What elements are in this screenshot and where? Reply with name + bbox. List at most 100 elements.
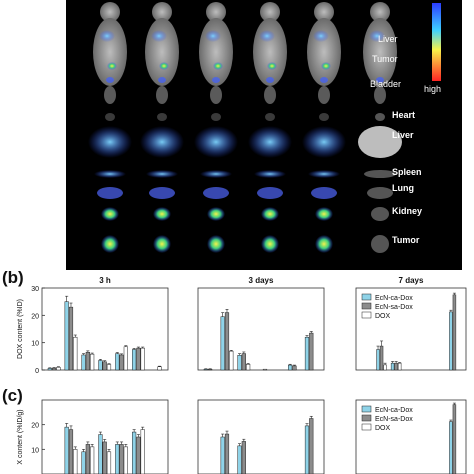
bar — [394, 362, 398, 371]
bar — [220, 316, 225, 371]
bar — [90, 353, 95, 371]
plot-frame — [41, 287, 169, 371]
colorbar — [432, 3, 441, 81]
mouse-liver-signal — [259, 30, 275, 42]
legend-swatch — [361, 293, 372, 301]
organ-label-lung: Lung — [392, 183, 414, 193]
mouse-head — [314, 2, 334, 22]
bar — [224, 433, 230, 474]
plot-frame — [355, 399, 467, 474]
bar — [203, 368, 208, 371]
legend-label: DOX — [375, 313, 391, 320]
bar — [64, 301, 69, 371]
bar — [102, 441, 107, 474]
organ-label-spleen: Spleen — [392, 167, 422, 177]
mouse-liver-signal — [369, 30, 385, 42]
mouse-body — [307, 18, 341, 86]
bar — [157, 366, 162, 371]
mouse-tail-base — [104, 86, 116, 104]
fluorescence-imaging-panel: high Liver Tumor Bladder Heart Liver Spl… — [66, 0, 462, 270]
bar — [52, 367, 57, 371]
mouse-bladder-signal — [266, 77, 274, 83]
mouse-body — [93, 18, 127, 86]
bar — [262, 368, 268, 371]
organ-label-liver: Liver — [392, 130, 414, 140]
bar — [73, 336, 78, 371]
panel-label-c: (c) — [2, 386, 23, 405]
chart-title: 3 h — [99, 276, 111, 285]
y-tick-label: 0 — [35, 368, 39, 375]
mouse-tail-base — [156, 86, 168, 104]
mouse-head — [260, 2, 280, 22]
bar — [119, 444, 124, 474]
lung-sample — [149, 187, 175, 199]
bar — [237, 445, 242, 474]
plot-frame — [197, 399, 325, 474]
plot-frame — [41, 399, 169, 474]
spleen-sample — [254, 170, 286, 178]
tumor-sample — [101, 235, 119, 253]
bar — [383, 364, 387, 371]
mouse-tail-base — [210, 86, 222, 104]
legend-swatch — [361, 423, 372, 431]
mouse-bladder-signal — [376, 77, 384, 83]
y-tick-label: 20 — [31, 423, 39, 430]
y-tick-label: 30 — [31, 286, 39, 293]
bar — [64, 426, 69, 474]
bar — [98, 360, 103, 371]
legend-label: EcN-ca-Dox — [375, 295, 413, 302]
bar — [220, 436, 225, 474]
bar — [449, 311, 453, 371]
bar — [136, 347, 141, 371]
y-tick-label: 10 — [31, 447, 39, 454]
bar — [132, 431, 137, 474]
liver-sample — [302, 126, 346, 158]
liver-sample — [194, 126, 238, 158]
colorbar-high-label: high — [424, 84, 441, 94]
mouse-body — [363, 18, 397, 86]
heart-sample — [211, 113, 221, 121]
bar — [102, 361, 107, 371]
bar — [390, 362, 395, 371]
bar — [106, 364, 112, 371]
bar — [397, 362, 402, 371]
legend-swatch — [361, 302, 372, 310]
legend-swatch — [361, 405, 372, 413]
kidney-sample — [315, 207, 333, 221]
mouse-body — [145, 18, 179, 86]
liver-sample — [88, 126, 132, 158]
chart-title: 7 days — [399, 276, 424, 285]
bar — [81, 354, 86, 371]
lung-sample — [367, 187, 393, 199]
bar — [292, 365, 297, 371]
bar — [452, 294, 457, 371]
mouse-liver-signal — [99, 30, 115, 42]
mouse-liver-signal — [151, 30, 167, 42]
spleen-sample — [146, 170, 178, 178]
organ-label-heart: Heart — [392, 110, 415, 120]
mouse-bladder-signal — [212, 77, 220, 83]
heart-sample — [319, 113, 329, 121]
lung-sample — [203, 187, 229, 199]
mouse-row — [93, 2, 397, 104]
y-tick-label: 10 — [31, 341, 39, 348]
bar — [224, 312, 230, 371]
y-axis-label: X content (%ID/g) — [17, 409, 24, 464]
mouse-tail-base — [264, 86, 276, 104]
spleen-sample — [94, 170, 126, 178]
y-axis-label: DOX content (%ID) — [17, 299, 24, 359]
legend-label: EcN-ca-Dox — [375, 407, 413, 414]
lung-sample — [257, 187, 283, 199]
spleen-sample — [308, 170, 340, 178]
spleen-sample — [364, 170, 396, 178]
bar — [376, 349, 380, 371]
y-tick-label: 20 — [31, 313, 39, 320]
panel-label-b: (b) — [2, 268, 24, 287]
liver-sample — [248, 126, 292, 158]
bar — [241, 441, 246, 474]
bar — [73, 449, 78, 474]
legend-swatch — [361, 311, 372, 319]
bar — [98, 434, 103, 474]
kidney-sample — [371, 207, 389, 221]
legend-label: EcN-sa-Dox — [375, 304, 413, 311]
